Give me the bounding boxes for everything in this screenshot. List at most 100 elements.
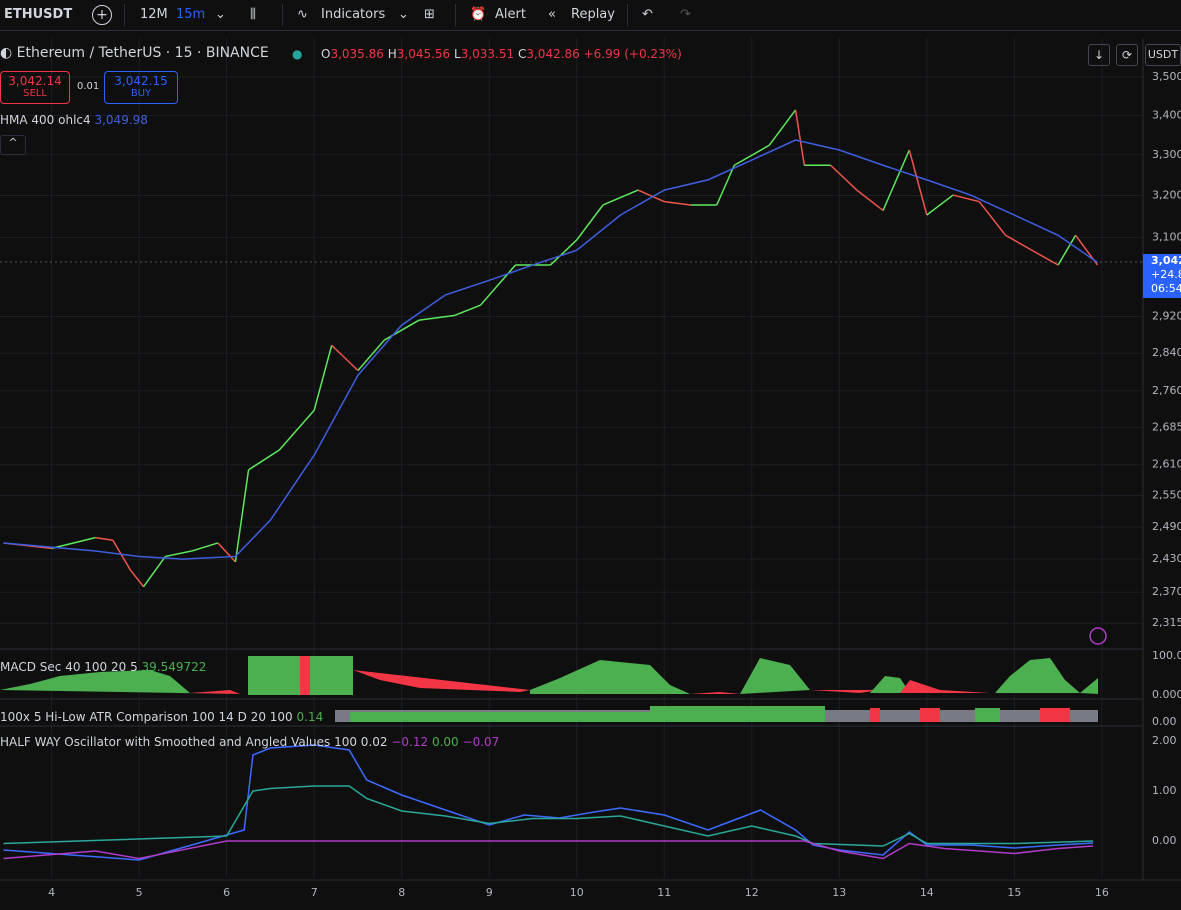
price-segment (383, 319, 420, 341)
x-tick-label: 4 (48, 886, 55, 899)
grid (0, 38, 1143, 878)
price-segment (313, 345, 333, 411)
y-tick-label: 2,610 (1152, 458, 1181, 471)
toggle[interactable]: ⟳ (1116, 44, 1138, 66)
undo[interactable]: ↶ (642, 7, 653, 22)
series-line (3, 744, 1094, 861)
add-symbol[interactable]: + (92, 5, 112, 25)
atr-value: 0.14 (296, 710, 324, 724)
replay-icon[interactable]: « (548, 7, 556, 22)
x-tick-label: 13 (832, 886, 846, 899)
sell-button[interactable]: 3,042.14 SELL (0, 71, 70, 104)
collapse[interactable]: ^ (0, 135, 26, 155)
price-segment (479, 264, 517, 306)
atr-tick: 0.00 (1152, 715, 1177, 728)
buy-label: BUY (130, 88, 152, 99)
price-segment (830, 164, 858, 191)
price-segment (768, 109, 797, 146)
spread: 0.01 (77, 81, 100, 92)
price-segment (602, 189, 639, 206)
hma-title: HMA 400 ohlc4 (0, 113, 91, 127)
x-tick-label: 7 (311, 886, 318, 899)
price-segment (129, 569, 145, 588)
alert-icon[interactable]: ⏰ (470, 7, 487, 22)
price-segment (637, 189, 665, 203)
price-segment (882, 149, 911, 211)
redo[interactable]: ↷ (680, 7, 691, 22)
indicators[interactable]: Indicators (321, 7, 386, 22)
close: 3,042.86 (526, 47, 580, 61)
series-line (3, 139, 1098, 560)
halfway-value: −0.07 (462, 735, 500, 749)
open: 3,035.86 (330, 47, 384, 61)
currency[interactable]: USDT (1145, 44, 1181, 66)
x-tick-label: 15 (1007, 886, 1021, 899)
macd-histogram (0, 656, 1098, 695)
scroll-down[interactable]: ↓ (1088, 44, 1110, 66)
buy-price: 3,042.15 (114, 74, 168, 88)
price-segment (1005, 234, 1033, 251)
y-tick-label: 3,300 (1152, 148, 1181, 161)
high: 3,045.56 (396, 47, 451, 61)
price-segment (142, 556, 167, 588)
x-tick-label: 10 (570, 886, 584, 899)
macd-tick: 0.000 (1152, 688, 1181, 701)
macd-tick: 100.0 (1152, 649, 1181, 662)
status-dot: ● (292, 47, 303, 61)
x-tick-label: 14 (920, 886, 934, 899)
price-segment (165, 550, 192, 558)
macd-title: MACD Sec 40 100 20 5 (0, 660, 138, 674)
y-tick-label: 2,920 (1152, 309, 1181, 322)
price-segment (1057, 234, 1077, 266)
change: +6.99 (+0.23%) (583, 47, 682, 61)
x-tick-label: 9 (486, 886, 493, 899)
x-tick-label: 16 (1095, 886, 1109, 899)
price-segment (112, 539, 132, 571)
y-tick-label: 3,400 (1152, 108, 1181, 121)
low: 3,033.51 (460, 47, 515, 61)
h-label: H (387, 47, 397, 61)
price-segment (248, 449, 280, 471)
alert[interactable]: Alert (495, 7, 526, 22)
last-price-tag: 3,042 +24.8 06:54 (1143, 254, 1181, 298)
l-label: L (454, 47, 461, 61)
indicators-dropdown[interactable]: ⌄ (398, 7, 409, 22)
price-segment (733, 144, 770, 166)
price-segment (952, 194, 980, 203)
y-tick-label: 0.00 (1152, 834, 1177, 847)
last-price: 3,042 (1151, 254, 1181, 267)
price-segment (453, 304, 481, 317)
interval[interactable]: 15m (176, 7, 206, 22)
alert-icon[interactable] (1089, 627, 1107, 645)
price-segment (794, 109, 806, 166)
y-tick-label: 2,490 (1152, 520, 1181, 533)
ohlc: O3,035.86 H3,045.56 L3,033.51 C3,042.86 … (321, 47, 682, 61)
price-segment (926, 194, 954, 216)
y-tick-label: 2,840 (1152, 346, 1181, 359)
layouts[interactable]: ⊞ (424, 7, 435, 22)
atr-legend: 100x 5 Hi-Low ATR Comparison 100 14 D 20… (0, 710, 323, 724)
buy-button[interactable]: 3,042.15 BUY (104, 71, 178, 104)
price-segment (51, 536, 96, 550)
macd-value: 39.549722 (141, 660, 207, 674)
interval-dropdown[interactable]: ⌄ (215, 7, 226, 22)
price-segment (716, 164, 735, 206)
atr-title: 100x 5 Hi-Low ATR Comparison 100 14 D 20… (0, 710, 293, 724)
x-tick-label: 6 (223, 886, 230, 899)
halfway-legend: HALF WAY Oscillator with Smoothed and An… (0, 735, 499, 749)
price-segment (908, 149, 928, 216)
indicators-icon[interactable]: ∿ (297, 7, 308, 22)
replay[interactable]: Replay (571, 7, 615, 22)
y-tick-label: 3,200 (1152, 188, 1181, 201)
last-change: +24.8 (1151, 268, 1181, 281)
symbol[interactable]: ETHUSDT (4, 7, 73, 22)
countdown: 06:54 (1151, 282, 1181, 295)
range[interactable]: 12M (140, 7, 168, 22)
x-tick-label: 5 (136, 886, 143, 899)
bar-style[interactable]: ⫼ (250, 7, 256, 22)
hma-value: 3,049.98 (94, 113, 148, 127)
price-segment (331, 344, 359, 372)
c-label: C (517, 47, 527, 61)
